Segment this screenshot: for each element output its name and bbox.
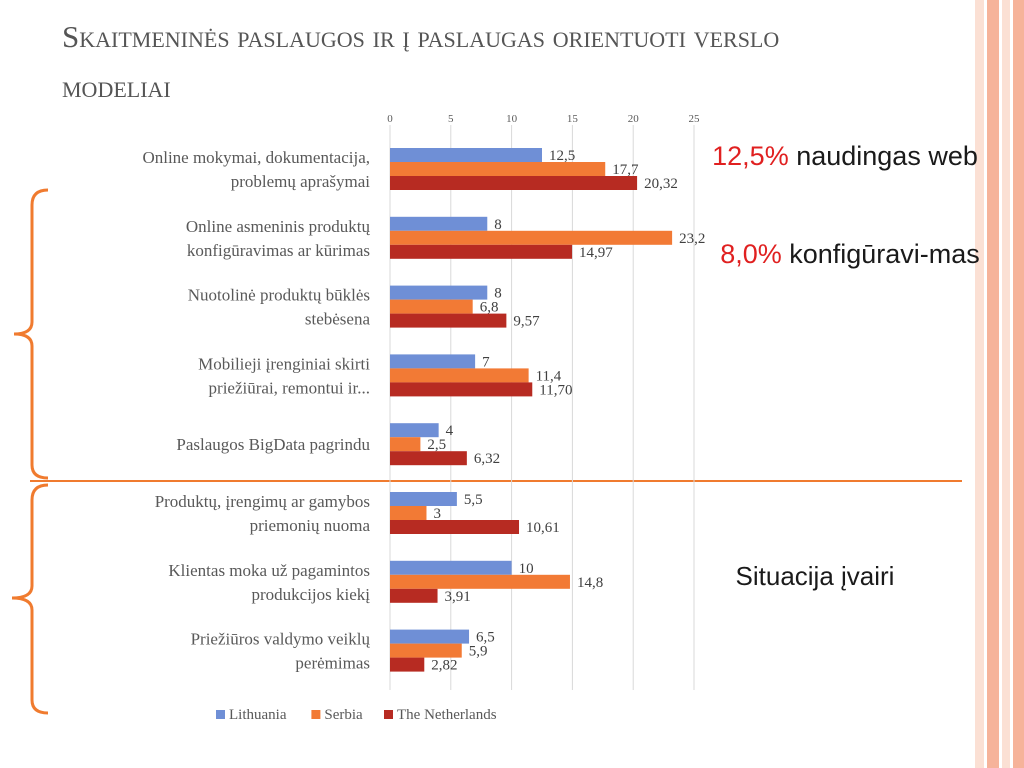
bar-the-netherlands xyxy=(390,588,438,603)
category-label: stebėsena xyxy=(305,310,371,329)
category-label: Mobilieji įrenginiai skirti xyxy=(198,354,370,373)
data-label: 11,70 xyxy=(539,382,572,398)
category-label: problemų aprašymai xyxy=(231,172,371,191)
data-label: 10 xyxy=(519,561,534,577)
right-stripe-3 xyxy=(1002,0,1010,768)
bar-serbia xyxy=(390,574,570,589)
data-label: 23,2 xyxy=(679,231,705,247)
legend-label: The Netherlands xyxy=(397,707,497,723)
bar-the-netherlands xyxy=(390,657,425,672)
category-label: Produktų, įrengimų ar gamybos xyxy=(155,492,370,511)
data-label: 20,32 xyxy=(644,176,678,192)
bar-serbia xyxy=(390,506,427,520)
bar-the-netherlands xyxy=(390,244,573,259)
note-web-highlight: 12,5% xyxy=(712,141,789,171)
note-config-highlight: 8,0% xyxy=(720,239,782,269)
legend-label: Serbia xyxy=(324,707,363,723)
note-web-text: naudingas web xyxy=(788,141,978,171)
category-label: Online mokymai, dokumentacija, xyxy=(142,148,370,167)
data-label: 8 xyxy=(494,286,502,302)
data-label: 10,61 xyxy=(526,520,560,536)
category-label: Nuotolinė produktų būklės xyxy=(188,286,370,305)
x-tick-label: 25 xyxy=(689,113,701,125)
note-situation-text: Situacija įvairi xyxy=(735,561,895,591)
note-config-text: konfigūravi-mas xyxy=(781,239,980,269)
category-label: perėmimas xyxy=(295,654,370,673)
category-label: produkcijos kiekį xyxy=(251,585,370,604)
bar-the-netherlands xyxy=(390,176,638,190)
slide-title: Skaitmeninės paslaugos ir į paslaugas or… xyxy=(62,19,780,104)
bar-lithuania xyxy=(390,354,476,369)
bar-the-netherlands xyxy=(390,451,467,466)
lower-bracket xyxy=(11,483,49,715)
data-label: 9,57 xyxy=(513,314,540,330)
chart-legend: Lithuania Serbia The Netherlands xyxy=(216,707,497,723)
chart-grid: 0 5 10 15 20 25 xyxy=(387,113,700,690)
data-label: 14,97 xyxy=(579,245,613,261)
category-labels: Online mokymai, dokumentacija, problemų a… xyxy=(142,148,370,673)
category-label: priežiūrai, remontui ir... xyxy=(209,378,370,397)
note-config: 8,0% konfigūravi-mas xyxy=(705,234,995,274)
data-label: 12,5 xyxy=(549,148,575,164)
bar-serbia xyxy=(390,230,673,245)
category-label: konfigūravimas ar kūrimas xyxy=(187,241,370,260)
note-web: 12,5% naudingas web xyxy=(700,136,990,176)
bar-the-netherlands xyxy=(390,313,507,328)
bar-serbia xyxy=(390,368,529,383)
bar-lithuania xyxy=(390,492,457,506)
note-situation: Situacija įvairi xyxy=(700,556,930,596)
data-label: 6,8 xyxy=(480,300,499,316)
brackets xyxy=(11,188,962,715)
legend-swatch-the-netherlands xyxy=(384,710,393,719)
x-tick-label: 0 xyxy=(387,113,393,125)
data-label: 5,5 xyxy=(464,492,483,508)
bar-lithuania xyxy=(390,148,542,162)
right-stripe-4 xyxy=(1013,0,1024,768)
data-label: 7 xyxy=(482,354,490,370)
bar-lithuania xyxy=(390,560,512,575)
right-stripe-1 xyxy=(975,0,984,768)
legend-swatch-lithuania xyxy=(216,710,225,719)
data-label: 5,9 xyxy=(469,644,488,660)
bar-lithuania xyxy=(390,629,470,644)
right-stripe-2 xyxy=(987,0,999,768)
bar-lithuania xyxy=(390,216,488,231)
legend-swatch-serbia xyxy=(311,710,321,719)
x-tick-label: 10 xyxy=(506,113,518,125)
bar-serbia xyxy=(390,162,606,176)
bar-the-netherlands xyxy=(390,382,533,397)
chart-bars: 12,517,720,32823,214,9786,89,57711,411,7… xyxy=(390,148,705,674)
bar-serbia xyxy=(390,437,421,452)
data-label: 6,5 xyxy=(476,630,495,646)
bar-lithuania xyxy=(390,423,439,438)
category-label: Klientas moka už pagamintos xyxy=(168,561,370,580)
x-tick-label: 20 xyxy=(628,113,640,125)
data-label: 4 xyxy=(446,423,454,439)
category-label: Priežiūros valdymo veiklų xyxy=(191,630,371,649)
data-label: 14,8 xyxy=(577,575,603,591)
data-label: 8 xyxy=(494,217,502,233)
x-tick-label: 15 xyxy=(567,113,579,125)
data-label: 3 xyxy=(433,506,441,522)
data-label: 17,7 xyxy=(612,162,639,178)
data-label: 2,5 xyxy=(427,437,446,453)
upper-bracket xyxy=(13,188,49,480)
data-label: 11,4 xyxy=(536,368,562,384)
legend-label: Lithuania xyxy=(229,707,287,723)
category-label: Online asmeninis produktų xyxy=(186,217,371,236)
bar-serbia xyxy=(390,299,473,314)
bar-serbia xyxy=(390,643,462,658)
bar-the-netherlands xyxy=(390,520,520,534)
x-tick-label: 5 xyxy=(448,113,454,125)
bar-lithuania xyxy=(390,285,488,300)
data-label: 2,82 xyxy=(431,658,457,674)
data-label: 6,32 xyxy=(474,451,500,467)
category-label: priemonių nuoma xyxy=(250,516,371,535)
data-label: 3,91 xyxy=(445,589,471,605)
category-label: Paslaugos BigData pagrindu xyxy=(176,435,370,454)
